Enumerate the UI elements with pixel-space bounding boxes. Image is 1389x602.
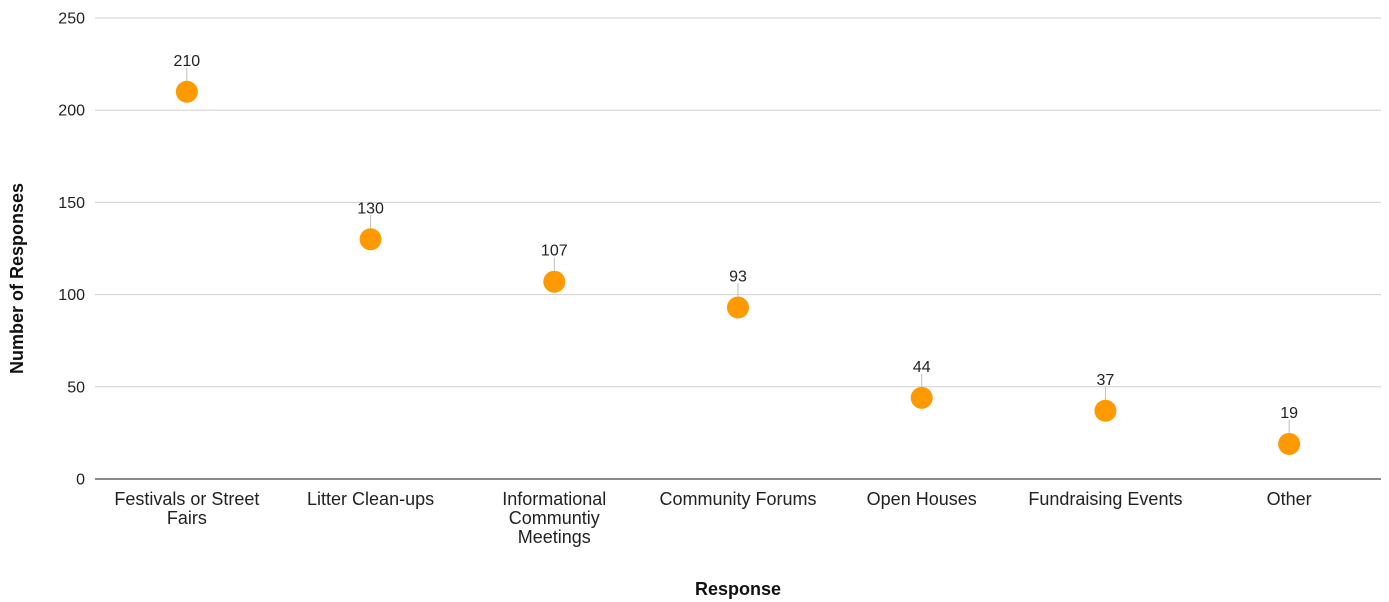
data-point xyxy=(175,80,198,103)
data-label: 130 xyxy=(357,200,384,217)
data-point xyxy=(1094,399,1117,422)
x-category-label: Litter Clean-ups xyxy=(307,489,434,509)
x-axis-categories: Festivals or Street Fairs Litter Clean-ups… xyxy=(114,489,1311,547)
data-label: 19 xyxy=(1280,405,1298,422)
y-tick-label: 50 xyxy=(67,379,85,396)
y-axis-ticks: 0 50 100 150 200 250 xyxy=(58,11,85,489)
x-axis-title: Response xyxy=(695,579,781,599)
data-point xyxy=(910,386,933,409)
x-category-label: Informational Communtiy Meetings xyxy=(502,489,606,547)
y-tick-label: 250 xyxy=(58,11,85,28)
x-category-label: Fundraising Events xyxy=(1028,489,1182,509)
data-point xyxy=(543,270,566,293)
data-label: 37 xyxy=(1097,372,1115,389)
data-label: 107 xyxy=(541,243,568,260)
y-tick-label: 150 xyxy=(58,195,85,212)
y-tick-label: 100 xyxy=(58,287,85,304)
y-tick-label: 0 xyxy=(76,472,85,489)
data-label: 44 xyxy=(913,359,931,376)
data-points: 210 130 107 93 44 37 19 xyxy=(174,53,1301,455)
data-label: 93 xyxy=(729,269,747,286)
x-category-label: Festivals or Street Fairs xyxy=(114,489,259,528)
data-point xyxy=(727,296,749,319)
y-axis-title: Number of Responses xyxy=(7,183,27,374)
x-category-label: Community Forums xyxy=(659,489,816,509)
y-tick-label: 200 xyxy=(58,103,85,120)
x-category-label: Other xyxy=(1267,489,1312,509)
gridlines xyxy=(95,17,1381,480)
data-point xyxy=(1278,432,1301,455)
data-label: 210 xyxy=(174,53,201,70)
data-point xyxy=(359,228,382,251)
x-category-label: Open Houses xyxy=(867,489,977,509)
